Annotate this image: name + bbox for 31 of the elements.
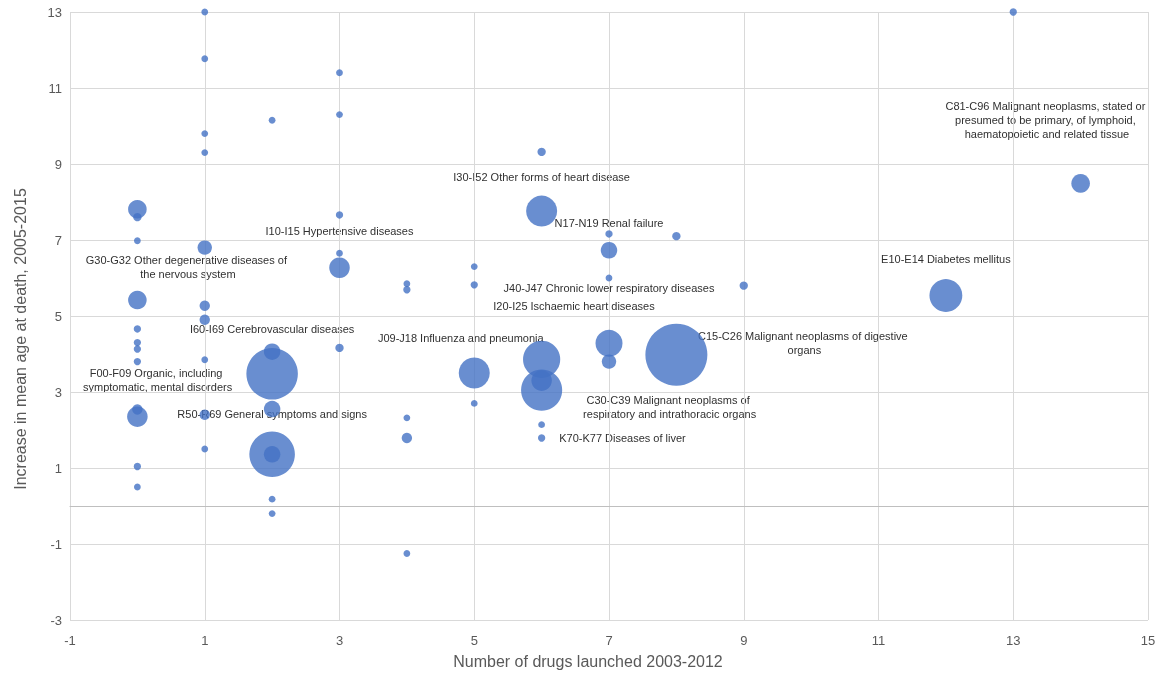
- x-tick-label: 13: [1006, 633, 1021, 648]
- annotation: E10-E14 Diabetes mellitus: [881, 253, 1012, 265]
- y-tick-label: 1: [54, 460, 62, 476]
- y-axis-title: Increase in mean age at death, 2005-2015: [11, 188, 29, 490]
- annotation: K70-K77 Diseases of liver: [559, 431, 687, 444]
- y-tick-label: 3: [54, 384, 62, 400]
- y-tick-label: 5: [54, 308, 62, 324]
- x-tick-label: 11: [871, 633, 886, 648]
- y-tick-label: 7: [54, 232, 62, 248]
- y-tick-label: 13: [47, 4, 62, 20]
- y-tick-label: 9: [54, 156, 62, 172]
- y-tick-label: -3: [50, 612, 62, 628]
- annotation: N17-N19 Renal failure: [554, 216, 664, 229]
- x-tick-label: 15: [1140, 633, 1156, 648]
- annotation: I60-I69 Cerebrovascular diseases: [189, 322, 355, 335]
- x-tick-label: 1: [201, 633, 209, 648]
- annotation: I30-I52 Other forms of heart disease: [453, 170, 630, 183]
- x-tick-label: 5: [470, 633, 478, 648]
- annotation: G30-G32 Other degenerative diseases of the nervous system: [85, 253, 291, 280]
- annotation: J09-J18 Influenza and pneumonia: [377, 332, 545, 345]
- annotation: I20-I25 Ischaemic heart diseases: [493, 299, 656, 312]
- x-tick-label: 9: [740, 633, 748, 648]
- x-tick-label: -1: [64, 633, 76, 648]
- y-tick-label: 11: [48, 80, 62, 96]
- x-tick-label: 7: [605, 633, 613, 648]
- x-tick-label: 3: [335, 633, 344, 648]
- annotation: J40-J47 Chronic lower respiratory diseases: [503, 281, 715, 294]
- y-tick-label: -1: [50, 536, 62, 552]
- annotation: F00-F09 Organic, including symptomatic, mental disorders: [83, 366, 233, 393]
- annotation: I10-I15 Hypertensive diseases: [265, 224, 414, 237]
- x-axis-title: Number of drugs launched 2003-2012: [453, 652, 723, 670]
